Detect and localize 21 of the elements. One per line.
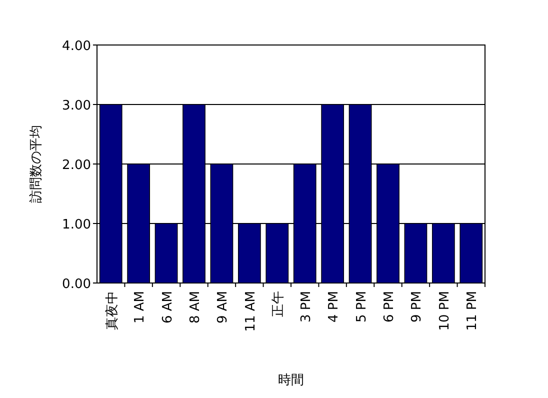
x-tick-label: 1 AM [132, 291, 148, 324]
x-tick-label: 3 PM [298, 291, 314, 322]
y-axis-title: 訪問数の平均 [29, 125, 44, 203]
y-tick-label: 4.00 [62, 39, 91, 54]
x-tick-label: 6 AM [160, 291, 176, 324]
x-tick-label: 真夜中 [104, 291, 120, 330]
x-tick-label: 8 AM [188, 291, 203, 324]
y-tick-label: 0.00 [62, 277, 91, 292]
y-tick-label: 1.00 [62, 218, 91, 232]
x-tick-label: 9 PM [410, 291, 425, 322]
y-tick-label: 2.00 [62, 158, 91, 173]
x-tick-label: 10 PM [437, 291, 452, 331]
x-axis-title: 時間 [278, 373, 304, 388]
x-tick-label: 9 AM [216, 291, 231, 324]
x-tick-label: 正午 [271, 291, 286, 317]
x-tick-label: 4 PM [326, 291, 342, 322]
x-tick-label: 6 PM [382, 291, 397, 322]
y-tick-label: 3.00 [62, 98, 91, 114]
x-tick-label: 11 PM [465, 291, 480, 331]
x-tick-label: 5 PM [354, 291, 370, 322]
x-tick-label: 11 AM [243, 291, 258, 332]
